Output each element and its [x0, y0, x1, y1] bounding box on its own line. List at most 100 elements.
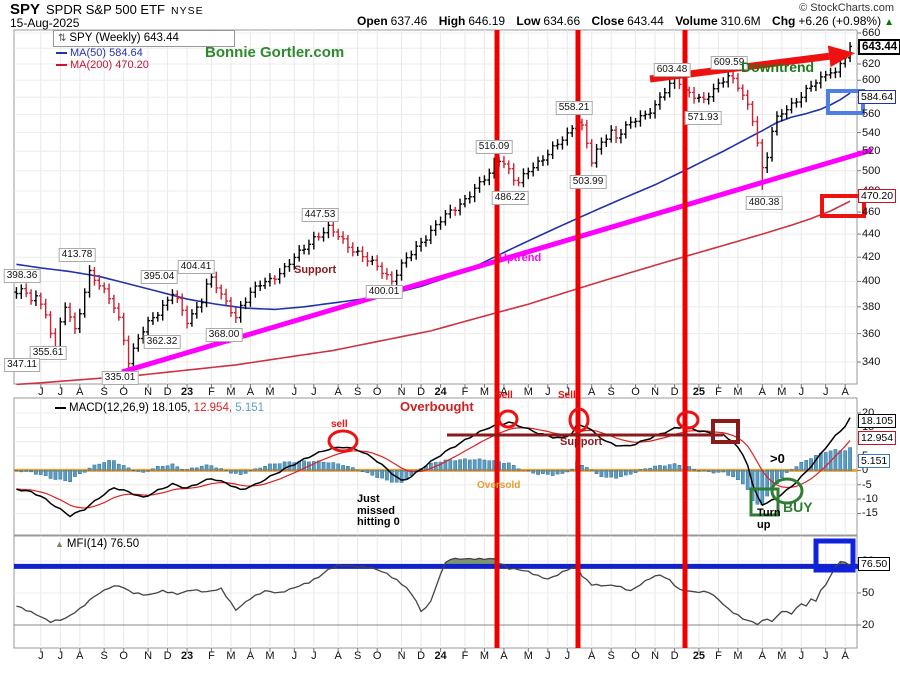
macd-histogram-bar	[541, 470, 545, 474]
macd-histogram-bar	[550, 470, 555, 476]
month-label: M	[523, 386, 533, 398]
macd-histogram-bar	[614, 470, 618, 479]
price-callout: 335.01	[101, 371, 139, 385]
macd-signal-tag: 12.954	[858, 431, 897, 445]
copyright: © StockCharts.com	[799, 2, 894, 14]
macd-histogram-bar	[82, 470, 87, 473]
sell-label-2023: sell	[331, 419, 348, 430]
macd-histogram-bar	[238, 470, 243, 475]
macd-histogram-bar	[633, 470, 638, 473]
month-label: D	[163, 650, 172, 662]
macd-histogram-bar	[209, 465, 214, 471]
macd-histogram-bar	[185, 469, 189, 471]
macd-histogram-bar	[97, 463, 102, 471]
price-callout: 486.22	[491, 191, 529, 205]
month-label: F	[208, 650, 215, 662]
macd-histogram-bar	[667, 464, 672, 471]
downtrend-arrow-head	[827, 45, 855, 68]
month-label: M	[733, 650, 743, 662]
month-label: S	[607, 650, 615, 662]
price-callout: 558.21	[555, 101, 593, 115]
macd-histogram-bar	[697, 470, 701, 472]
overbought-label: Overbought	[400, 399, 474, 414]
macd-histogram-bar	[190, 467, 194, 471]
month-label: A	[500, 386, 508, 398]
macd-histogram-bar	[677, 465, 682, 471]
macd-histogram-bar	[736, 470, 740, 481]
macd-histogram-bar	[804, 460, 809, 471]
symbol-name: SPDR S&P 500 ETF	[46, 2, 165, 17]
ma50-tag: 584.64	[858, 90, 897, 104]
month-label: S	[607, 386, 615, 398]
price-callout: 603.48	[653, 63, 691, 77]
month-label: J	[38, 650, 44, 662]
macd-histogram-bar	[838, 450, 843, 471]
price-callout: 404.41	[177, 260, 215, 274]
macd-histogram-bar	[180, 469, 185, 471]
watermark: Bonnie Gortler.com	[205, 44, 345, 61]
mfi-axis-label: 50	[862, 587, 875, 599]
macd-histogram-bar	[326, 462, 331, 471]
just-missed-label: Just missed hitting 0	[357, 493, 400, 529]
macd-histogram-bar	[648, 467, 653, 471]
month-label: J	[311, 650, 317, 662]
uptrend-label: Uptrend	[499, 252, 542, 264]
chg-value: +6.26 (+0.98%)	[798, 14, 882, 28]
change-up-icon: ▲	[884, 17, 894, 28]
macd-histogram-bar	[565, 470, 570, 473]
macd-histogram-bar	[292, 462, 297, 471]
price-axis-label: 460	[862, 206, 881, 219]
mfi-line	[16, 557, 851, 626]
month-label: S	[100, 650, 108, 662]
month-label: A	[246, 650, 255, 662]
low-label: Low	[516, 14, 541, 28]
macd-histogram-bar	[155, 466, 160, 471]
macd-histogram-bar	[794, 466, 799, 471]
macd-histogram-bar	[48, 470, 53, 479]
macd-histogram-bar	[121, 465, 126, 471]
macd-signal-value: 12.954,	[193, 402, 233, 414]
sell-circle-dec24	[676, 410, 700, 430]
macd-histogram-bar	[584, 467, 589, 471]
price-axis-label: 340	[862, 356, 881, 368]
macd-histogram-bar	[399, 470, 404, 483]
month-label: A	[841, 386, 849, 398]
macd-histogram-bar	[604, 470, 609, 478]
macd-hist-tag: 5.151	[858, 454, 891, 468]
month-label: 23	[180, 650, 194, 662]
macd-histogram-bar	[555, 470, 560, 475]
macd-histogram-bar	[77, 470, 82, 474]
macd-histogram-bar	[360, 470, 365, 473]
macd-histogram-bar	[560, 470, 565, 474]
price-callout: 571.93	[684, 111, 722, 125]
month-label: J	[57, 650, 64, 662]
price-axis-label: 520	[862, 145, 881, 158]
month-label: N	[144, 650, 153, 662]
mfi-legend: ▲ MFI(14) 76.50	[55, 538, 139, 550]
month-label: J	[798, 650, 805, 662]
high-value: 646.19	[468, 14, 506, 28]
macd-histogram-bar	[136, 470, 141, 472]
macd-axis-label: -5	[862, 478, 872, 491]
macd-histogram-bar	[765, 470, 770, 497]
macd-histogram-bar	[116, 463, 121, 471]
month-label: M	[265, 386, 275, 398]
macd-histogram-bar	[385, 470, 389, 481]
macd-histogram-bar	[799, 461, 804, 471]
buy-circle	[770, 477, 804, 505]
price-axis-label: 440	[862, 228, 881, 241]
month-label: F	[715, 650, 722, 662]
sell-circle-mar24	[497, 409, 519, 429]
month-label: J	[822, 386, 829, 398]
macd-histogram-bar	[336, 463, 341, 471]
macd-histogram-bar	[638, 469, 643, 471]
price-callout: 368.00	[205, 328, 243, 342]
price-callout: 503.99	[569, 175, 607, 189]
macd-axis-label: 0	[862, 464, 869, 477]
macd-histogram-bar	[745, 470, 750, 490]
month-label: D	[670, 386, 679, 398]
macd-histogram-bar	[341, 465, 345, 471]
macd-histogram-bar	[506, 462, 511, 471]
mfi-peak-box	[813, 538, 856, 573]
mfi-value-tag: 76.50	[858, 557, 891, 571]
